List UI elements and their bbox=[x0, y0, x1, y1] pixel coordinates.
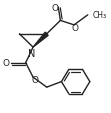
Text: O: O bbox=[3, 59, 10, 68]
Text: N: N bbox=[28, 49, 36, 59]
Text: O: O bbox=[32, 76, 39, 85]
Text: O: O bbox=[71, 23, 78, 32]
Text: CH₃: CH₃ bbox=[93, 11, 107, 20]
Text: O: O bbox=[51, 4, 58, 12]
Polygon shape bbox=[33, 33, 48, 48]
